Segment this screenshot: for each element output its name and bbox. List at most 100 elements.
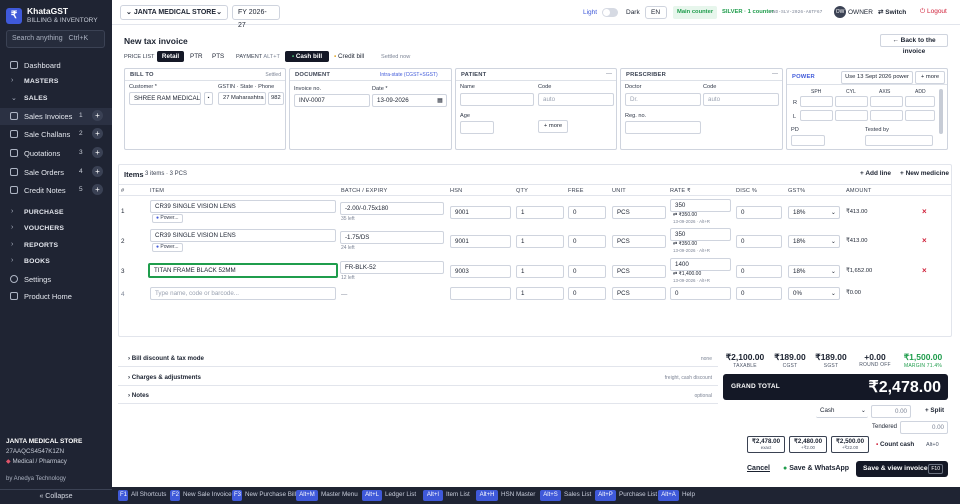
gst-select[interactable]: 18% ⌄ bbox=[788, 235, 840, 248]
sidebar-section-vouchers[interactable]: › VOUCHERS bbox=[0, 221, 112, 238]
r-cyl-input[interactable] bbox=[835, 96, 868, 107]
customer-input[interactable]: SHREE RAM MEDICAL bbox=[129, 92, 201, 105]
theme-toggle[interactable] bbox=[602, 8, 618, 17]
qty-input[interactable]: 1 bbox=[516, 235, 564, 248]
free-input[interactable]: 0 bbox=[568, 287, 606, 300]
count-cash-button[interactable]: ▪ Count cash bbox=[876, 441, 914, 448]
sidebar-search-input[interactable]: Search anything Ctrl+K bbox=[6, 30, 105, 48]
sidebar-section-reports[interactable]: › REPORTS bbox=[0, 238, 112, 255]
item-input[interactable]: CR39 SINGLE VISION LENS bbox=[150, 200, 336, 213]
gst-select[interactable]: 0% ⌄ bbox=[788, 287, 840, 300]
tested-by-input[interactable] bbox=[865, 135, 933, 146]
patient-more-button[interactable]: + more bbox=[538, 120, 568, 133]
shortcut-label-master[interactable]: Master Menu bbox=[321, 491, 358, 498]
patient-code-input[interactable]: auto bbox=[538, 93, 614, 106]
unit-input[interactable]: PCS bbox=[612, 265, 666, 278]
qty-input[interactable]: 1 bbox=[516, 265, 564, 278]
sidebar-item-dashboard[interactable]: Dashboard bbox=[0, 57, 112, 74]
use-power-button[interactable]: Use 13 Sept 2026 power bbox=[841, 71, 913, 84]
payment-amount-input[interactable]: 0.00 bbox=[871, 405, 911, 418]
hsn-input[interactable]: 9003 bbox=[450, 265, 511, 278]
disc-input[interactable]: 0 bbox=[736, 235, 782, 248]
sidebar-item-sale-challans[interactable]: Sale Challans 2 + bbox=[0, 126, 112, 143]
l-axis-input[interactable] bbox=[870, 110, 903, 121]
doctor-input[interactable]: Dr. bbox=[625, 93, 701, 106]
hsn-input[interactable]: 9001 bbox=[450, 206, 511, 219]
remove-row-icon[interactable]: × bbox=[922, 236, 927, 245]
add-sale-challan-button[interactable]: + bbox=[92, 128, 103, 139]
shortcut-label-hsn[interactable]: HSN Master bbox=[501, 491, 536, 498]
sidebar-section-books[interactable]: › BOOKS bbox=[0, 254, 112, 271]
l-sph-input[interactable] bbox=[800, 110, 833, 121]
add-line-button[interactable]: + Add line bbox=[860, 170, 891, 177]
split-payment-button[interactable]: + Split bbox=[925, 407, 945, 414]
notes-section[interactable]: › Notes optional bbox=[118, 387, 718, 404]
r-add-input[interactable] bbox=[905, 96, 935, 107]
shortcut-label-ledger[interactable]: Ledger List bbox=[385, 491, 417, 498]
shortcut-label-all[interactable]: All Shortcuts bbox=[131, 491, 167, 498]
invoice-no-input[interactable]: INV-0007 bbox=[294, 94, 370, 107]
unit-input[interactable]: PCS bbox=[612, 206, 666, 219]
sidebar-section-purchase[interactable]: › PURCHASE bbox=[0, 205, 112, 222]
switch-user-button[interactable]: ⇄ Switch bbox=[878, 8, 906, 16]
new-medicine-button[interactable]: + New medicine bbox=[900, 170, 949, 177]
charges-section[interactable]: › Charges & adjustments freight, cash di… bbox=[118, 369, 718, 386]
shortcut-key-alt-h[interactable]: Alt+H bbox=[476, 490, 498, 501]
l-add-input[interactable] bbox=[905, 110, 935, 121]
shortcut-key-f3[interactable]: F3 bbox=[232, 490, 242, 501]
sidebar-item-settings[interactable]: Settings bbox=[0, 271, 112, 288]
quick-cash-2500-button[interactable]: ₹2,500.00 +₹22.00 bbox=[831, 436, 869, 453]
sidebar-item-quotations[interactable]: Quotations 3 + bbox=[0, 145, 112, 162]
sidebar-section-sales[interactable]: ⌄ SALES bbox=[0, 91, 112, 108]
bill-discount-section[interactable]: › Bill discount & tax mode none bbox=[118, 350, 718, 367]
shortcut-key-f1[interactable]: F1 bbox=[118, 490, 128, 501]
power-scrollbar[interactable] bbox=[939, 89, 943, 134]
prescriber-code-input[interactable]: auto bbox=[703, 93, 779, 106]
disc-input[interactable]: 0 bbox=[736, 287, 782, 300]
disc-input[interactable]: 0 bbox=[736, 265, 782, 278]
logout-button[interactable]: ⏻ Logout bbox=[920, 8, 947, 16]
customer-menu-button[interactable]: ▪ bbox=[204, 92, 213, 105]
free-input[interactable]: 0 bbox=[568, 235, 606, 248]
remove-row-icon[interactable]: × bbox=[922, 207, 927, 216]
shortcut-label-help[interactable]: Help bbox=[682, 491, 695, 498]
disc-input[interactable]: 0 bbox=[736, 206, 782, 219]
date-input[interactable]: 13-09-2026 ▦ bbox=[372, 94, 447, 107]
add-sales-invoice-button[interactable]: + bbox=[92, 110, 103, 121]
qty-input[interactable]: 1 bbox=[516, 287, 564, 300]
gst-select[interactable]: 18% ⌄ bbox=[788, 265, 840, 278]
state-input[interactable]: 27 Maharashtra bbox=[218, 92, 266, 105]
credit-bill-toggle[interactable]: ▪ Credit bill bbox=[334, 53, 364, 60]
collapse-icon[interactable]: — bbox=[606, 71, 612, 77]
shortcut-label-purchase[interactable]: Purchase List bbox=[619, 491, 658, 498]
sidebar-section-masters[interactable]: › MASTERS bbox=[0, 74, 112, 91]
save-view-invoice-button[interactable]: Save & view invoice F10 bbox=[856, 461, 948, 477]
item-input[interactable]: CR39 SINGLE VISION LENS bbox=[150, 229, 336, 242]
payment-mode-select[interactable]: Cash ⌄ bbox=[816, 405, 868, 418]
rate-input[interactable]: 350 bbox=[670, 199, 731, 212]
avatar[interactable]: OW bbox=[834, 6, 846, 18]
power-badge[interactable]: ● Power... bbox=[152, 214, 183, 223]
fy-selector[interactable]: FY 2026-27 bbox=[232, 5, 280, 29]
batch-input[interactable]: FR-BLK-52 bbox=[340, 261, 444, 274]
price-list-retail[interactable]: Retail bbox=[157, 51, 184, 62]
shortcut-label-item[interactable]: Item List bbox=[446, 491, 470, 498]
new-item-input[interactable]: Type name, code or barcode... bbox=[150, 287, 336, 300]
rate-input[interactable]: 1400 bbox=[670, 258, 731, 271]
company-switcher[interactable]: ⌄ JANTA MEDICAL STORE ⌄ bbox=[120, 5, 228, 20]
shortcut-label-new-purchase[interactable]: New Purchase Bill bbox=[245, 491, 297, 498]
hsn-input[interactable]: 9001 bbox=[450, 235, 511, 248]
sidebar-item-product-home[interactable]: Product Home bbox=[0, 288, 112, 305]
cancel-button[interactable]: Cancel bbox=[747, 465, 770, 472]
collapse-icon[interactable]: — bbox=[772, 71, 778, 77]
shortcut-key-f2[interactable]: F2 bbox=[170, 490, 180, 501]
price-list-ptr[interactable]: PTR bbox=[190, 53, 203, 60]
remove-row-icon[interactable]: × bbox=[922, 266, 927, 275]
quick-cash-exact-button[interactable]: ₹2,478.00 exact bbox=[747, 436, 785, 453]
r-axis-input[interactable] bbox=[870, 96, 903, 107]
power-more-button[interactable]: + more bbox=[915, 71, 945, 84]
l-cyl-input[interactable] bbox=[835, 110, 868, 121]
price-list-pts[interactable]: PTS bbox=[212, 53, 225, 60]
language-select[interactable]: EN bbox=[645, 6, 667, 19]
shortcut-key-alt-m[interactable]: Alt+M bbox=[296, 490, 318, 501]
